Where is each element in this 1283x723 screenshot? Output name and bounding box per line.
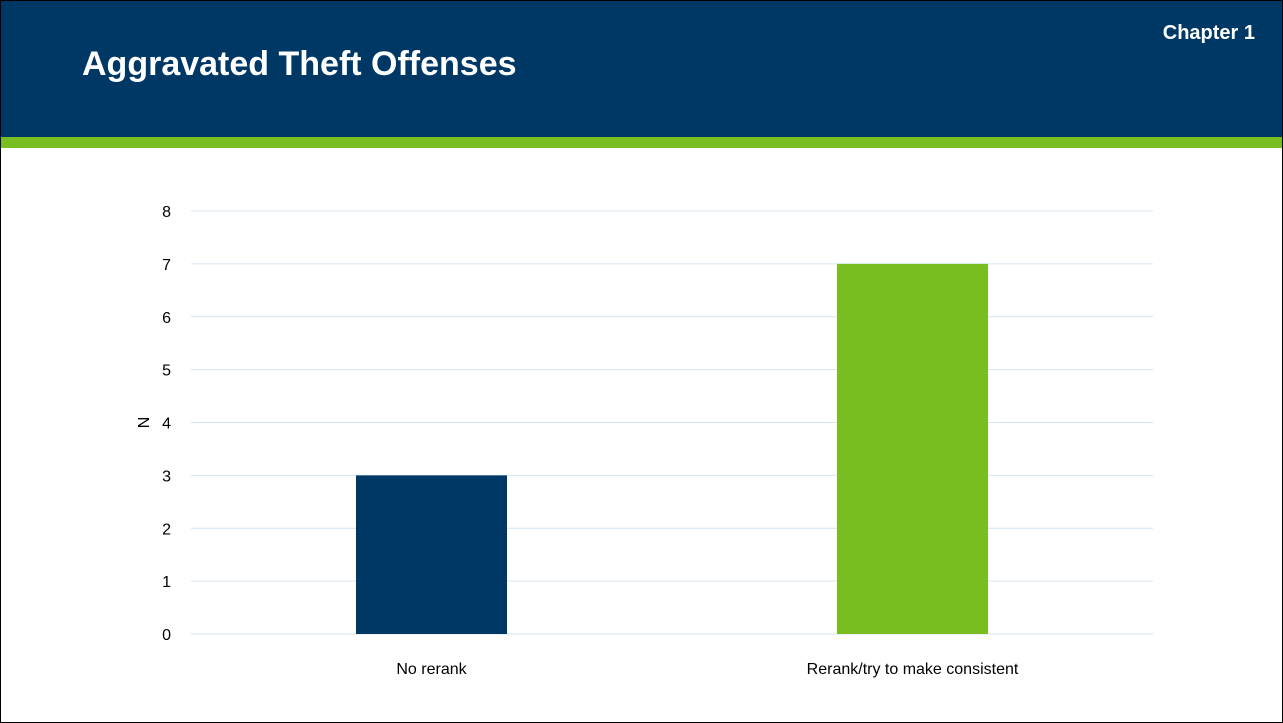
slide-title: Aggravated Theft Offenses: [82, 45, 517, 83]
y-axis-ticks: 0 1 2 3 4 5 6 7 8: [162, 204, 171, 644]
slide-header: Aggravated Theft Offenses Chapter 1: [1, 1, 1282, 137]
y-tick-label: 0: [162, 627, 171, 644]
x-category-label: Rerank/try to make consistent: [807, 661, 1019, 678]
y-tick-label: 3: [162, 468, 171, 485]
gridlines: [191, 210, 1153, 635]
y-tick-label: 6: [162, 310, 171, 327]
y-tick-label: 1: [162, 574, 171, 591]
bar: [837, 263, 988, 634]
chapter-label: Chapter 1: [1162, 22, 1255, 44]
bar: [356, 475, 507, 634]
bars: [356, 263, 988, 634]
y-tick-label: 7: [162, 257, 171, 274]
y-axis-label: N: [136, 417, 153, 429]
bar-chart: 0 1 2 3 4 5 6 7 8 No rerank Rerank/try to make co…: [136, 204, 1153, 678]
y-tick-label: 2: [162, 521, 171, 538]
x-category-label: No rerank: [396, 661, 467, 678]
header-accent-stripe: [1, 137, 1282, 148]
y-tick-label: 8: [162, 204, 171, 221]
y-tick-label: 4: [162, 416, 171, 433]
y-tick-label: 5: [162, 363, 171, 380]
x-axis-categories: No rerank Rerank/try to make consistent: [396, 661, 1019, 678]
